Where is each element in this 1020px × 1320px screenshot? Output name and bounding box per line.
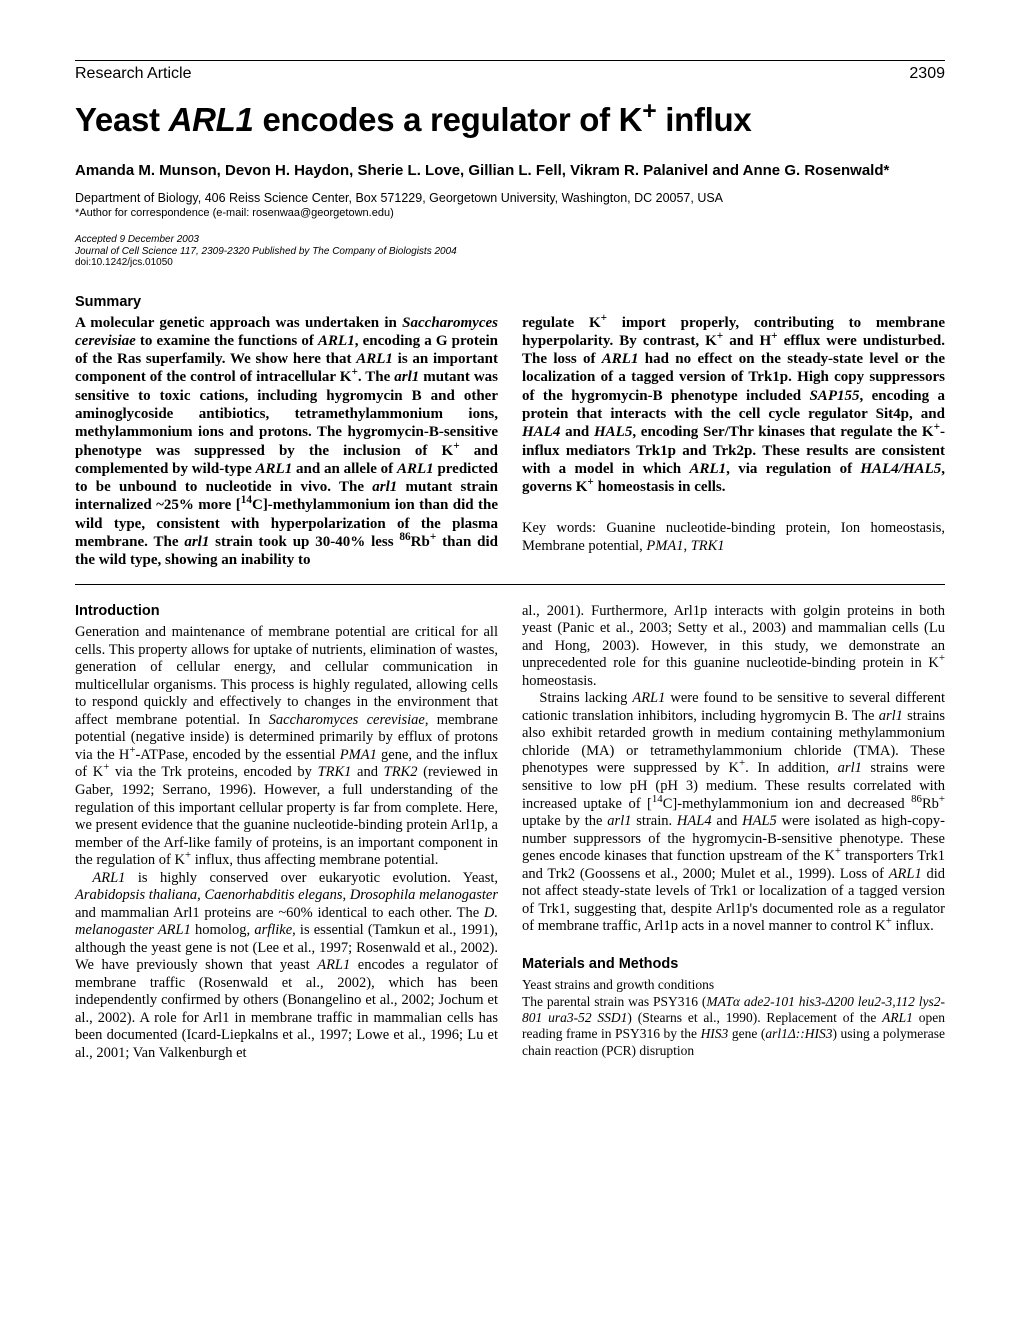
accepted-date: Accepted 9 December 2003: [75, 233, 945, 246]
doi: doi:10.1242/jcs.01050: [75, 257, 945, 268]
introduction-heading: Introduction: [75, 603, 498, 621]
mm-paragraph: The parental strain was PSY316 (MATα ade…: [522, 994, 945, 1059]
summary-text-col2: regulate K+ import properly, contributin…: [522, 314, 945, 497]
journal-reference: Journal of Cell Science 117, 2309-2320 P…: [75, 246, 945, 257]
article-title: Yeast ARL1 encodes a regulator of K+ inf…: [75, 101, 945, 139]
materials-methods-heading: Materials and Methods: [522, 956, 945, 974]
correspondence: *Author for correspondence (e-mail: rose…: [75, 207, 945, 219]
intro-paragraph: Generation and maintenance of membrane p…: [75, 624, 498, 869]
page-number: 2309: [909, 65, 945, 83]
affiliation: Department of Biology, 406 Reiss Science…: [75, 191, 945, 205]
intro-paragraph: Strains lacking ARL1 were found to be se…: [522, 690, 945, 935]
mm-subheading: Yeast strains and growth conditions: [522, 977, 945, 993]
summary-text-col1: A molecular genetic approach was underta…: [75, 314, 498, 570]
intro-paragraph: ARL1 is highly conserved over eukaryotic…: [75, 870, 498, 1063]
keywords: Key words: Guanine nucleotide-binding pr…: [522, 520, 945, 555]
summary-heading: Summary: [75, 294, 945, 310]
authors: Amanda M. Munson, Devon H. Haydon, Sheri…: [75, 161, 945, 181]
article-type: Research Article: [75, 65, 192, 83]
intro-paragraph: al., 2001). Furthermore, Arl1p interacts…: [522, 603, 945, 691]
